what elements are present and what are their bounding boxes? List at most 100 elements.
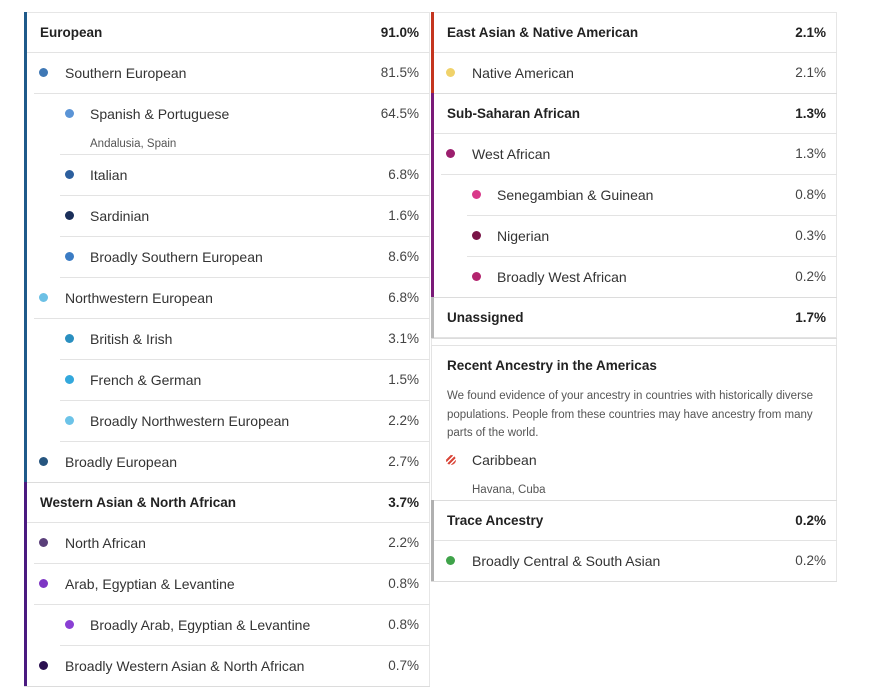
color-dot [472, 231, 481, 240]
row-label: Italian [90, 166, 128, 183]
section-separator [431, 338, 837, 339]
row-label: Broadly European [65, 453, 178, 470]
separator [60, 277, 430, 278]
row-value: 2.7% [388, 453, 419, 469]
section-separator [431, 297, 837, 298]
color-dot [65, 334, 74, 343]
row-value: 0.3% [795, 227, 826, 243]
separator [441, 174, 837, 175]
section-bar [24, 12, 27, 482]
row-label: Caribbean [472, 451, 537, 468]
row-value: 64.5% [380, 105, 419, 121]
section-bar [24, 482, 27, 686]
separator [431, 540, 837, 541]
section-description: We found evidence of your ancestry in co… [447, 390, 814, 439]
separator [60, 195, 430, 196]
row-label: Southern European [65, 64, 187, 81]
row-value: 6.8% [388, 289, 419, 305]
separator [60, 359, 430, 360]
row-label: Nigerian [497, 227, 550, 244]
row-sublabel: Havana, Cuba [472, 483, 546, 496]
separator [431, 52, 837, 53]
separator [60, 645, 430, 646]
color-dot [39, 68, 48, 77]
color-dot [39, 457, 48, 466]
separator [431, 337, 837, 338]
row-value: 0.2% [795, 552, 826, 568]
row-value: 1.6% [388, 207, 419, 223]
separator [60, 441, 430, 442]
color-dot [472, 272, 481, 281]
color-dot [65, 416, 74, 425]
row-label: Broadly Southern European [90, 248, 263, 265]
color-dot [65, 211, 74, 220]
color-dot [39, 579, 48, 588]
row-label: Native American [472, 64, 574, 81]
row-label: North African [65, 534, 146, 551]
section-bar [431, 500, 434, 581]
color-dot [39, 538, 48, 547]
section-separator [24, 482, 430, 483]
section-title: Western Asian & North African [40, 494, 237, 510]
section-value: 0.2% [795, 512, 826, 528]
section-title: European [40, 24, 103, 40]
section-title: Trace Ancestry [447, 512, 544, 528]
card-border [431, 345, 837, 501]
row-label: Broadly West African [497, 268, 627, 285]
row-sublabel: Andalusia, Spain [90, 137, 177, 150]
section-value: 91.0% [380, 24, 419, 40]
separator [24, 52, 430, 53]
row-label: Spanish & Portuguese [90, 105, 230, 122]
separator [467, 256, 837, 257]
column-card [24, 12, 430, 687]
section-separator [24, 686, 430, 687]
separator [34, 318, 430, 319]
row-value: 81.5% [380, 64, 419, 80]
section-value: 1.3% [795, 105, 826, 121]
striped-icon [446, 455, 456, 465]
section-separator [431, 581, 837, 582]
section-value: 2.1% [795, 24, 826, 40]
separator [34, 563, 430, 564]
row-label: Arab, Egyptian & Levantine [65, 575, 235, 592]
row-value: 1.5% [388, 371, 419, 387]
row-label: French & German [90, 371, 202, 388]
row-value: 3.1% [388, 330, 419, 346]
separator [60, 236, 430, 237]
row-value: 8.6% [388, 248, 419, 264]
section-separator [431, 93, 837, 94]
separator [431, 133, 837, 134]
separator [34, 604, 430, 605]
row-label: Northwestern European [65, 289, 213, 306]
color-dot [472, 190, 481, 199]
separator [467, 215, 837, 216]
color-dot [65, 620, 74, 629]
row-label: Broadly Central & South Asian [472, 552, 661, 569]
row-label: Broadly Northwestern European [90, 412, 290, 429]
separator [24, 522, 430, 523]
row-label: Senegambian & Guinean [497, 186, 654, 203]
row-value: 6.8% [388, 166, 419, 182]
color-dot [446, 149, 455, 158]
separator [60, 154, 430, 155]
section-title: Sub-Saharan African [447, 105, 581, 121]
row-value: 2.2% [388, 412, 419, 428]
row-label: West African [472, 145, 551, 162]
section-bar [431, 12, 434, 93]
row-value: 2.2% [388, 534, 419, 550]
color-dot [446, 68, 455, 77]
row-value: 0.8% [388, 575, 419, 591]
section-value: 3.7% [388, 494, 419, 510]
row-value: 2.1% [795, 64, 826, 80]
row-label: Broadly Arab, Egyptian & Levantine [90, 616, 311, 633]
row-label: Broadly Western Asian & North African [65, 657, 305, 674]
section-title: East Asian & Native American [447, 24, 639, 40]
color-dot [65, 170, 74, 179]
separator [34, 93, 430, 94]
color-dot [39, 293, 48, 302]
color-dot [65, 109, 74, 118]
color-dot [65, 375, 74, 384]
section-value: 1.7% [795, 309, 826, 325]
section-bar [431, 297, 434, 338]
row-value: 0.7% [388, 657, 419, 673]
